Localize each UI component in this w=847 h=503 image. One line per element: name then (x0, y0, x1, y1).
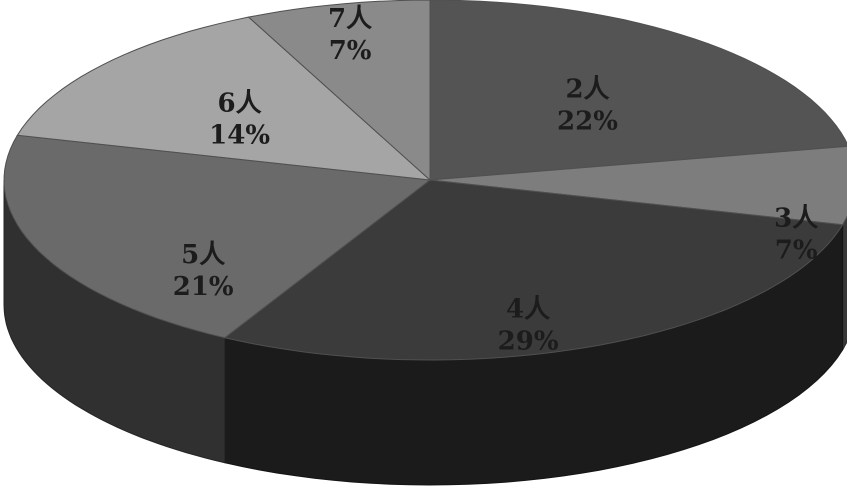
slice-percent-label: 14% (209, 121, 270, 151)
pie-slice-3 (223, 179, 844, 361)
pie-top-faces (3, 0, 847, 361)
pie-slice-6 (247, 0, 431, 182)
slice-category-label: 2人 (565, 75, 609, 105)
slice-percent-label: 22% (557, 107, 618, 137)
slice-category-label: 4人 (506, 295, 550, 325)
pie-slice-4 (3, 134, 432, 339)
slice-category-label: 6人 (218, 89, 262, 119)
slice-category-label: 3人 (774, 204, 818, 234)
pie-slice-5 (16, 16, 432, 181)
slice-percent-label: 7% (329, 36, 372, 66)
pie-slice-2 (429, 145, 847, 226)
slice-percent-label: 7% (775, 236, 818, 266)
slice-percent-label: 21% (173, 272, 234, 302)
pie-slice-1 (429, 0, 847, 181)
slice-category-label: 5人 (181, 240, 225, 270)
slice-category-label: 7人 (328, 4, 372, 34)
slice-percent-label: 29% (498, 327, 559, 357)
